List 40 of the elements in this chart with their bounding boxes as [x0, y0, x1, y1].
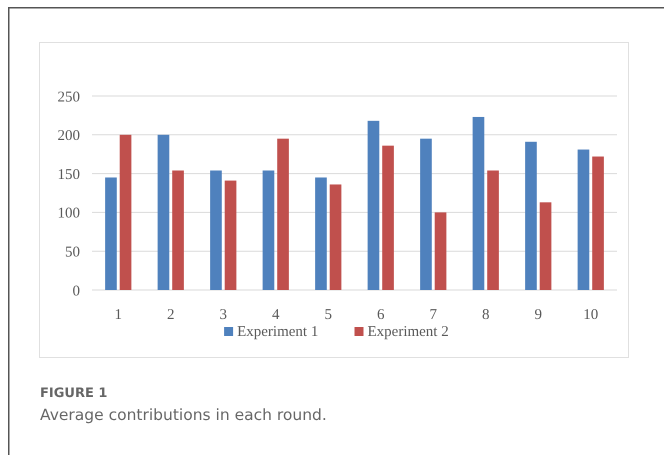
bar — [578, 150, 590, 290]
bar — [210, 170, 222, 290]
x-tick-label: 6 — [377, 307, 385, 323]
bar — [172, 170, 184, 290]
y-tick-label: 0 — [72, 283, 80, 300]
bar — [420, 138, 432, 290]
x-tick-label: 5 — [324, 307, 332, 323]
y-tick-label: 250 — [58, 89, 80, 106]
x-tick-label: 7 — [430, 307, 438, 323]
x-tick-label: 8 — [482, 307, 490, 323]
bar — [487, 170, 499, 290]
x-tick-label: 4 — [272, 307, 280, 323]
bar — [592, 156, 604, 290]
bar — [158, 134, 170, 290]
legend-label: Experiment 2 — [368, 324, 449, 340]
bar — [382, 146, 394, 290]
bar — [315, 177, 327, 290]
bar — [540, 202, 552, 290]
y-tick-label: 50 — [65, 244, 80, 260]
y-tick-label: 200 — [58, 128, 80, 144]
bar — [120, 134, 132, 290]
bar — [105, 177, 117, 290]
bar — [472, 116, 484, 290]
legend-label: Experiment 1 — [237, 324, 318, 340]
bar — [224, 180, 236, 290]
bar — [277, 138, 289, 290]
y-tick-label: 150 — [58, 166, 80, 183]
x-tick-label: 2 — [167, 307, 174, 323]
bar — [330, 184, 342, 290]
x-tick-label: 1 — [114, 307, 122, 323]
bar — [434, 212, 446, 290]
text: Average contributions in each round. — [40, 406, 327, 424]
x-tick-label: 3 — [220, 307, 227, 323]
bar — [368, 120, 380, 290]
bar — [525, 142, 537, 290]
caption: FIGURE 1 — [40, 386, 108, 401]
y-tick-label: 100 — [58, 206, 80, 222]
x-tick-label: 10 — [583, 307, 598, 323]
x-tick-label: 9 — [534, 307, 542, 323]
bar — [262, 170, 274, 290]
